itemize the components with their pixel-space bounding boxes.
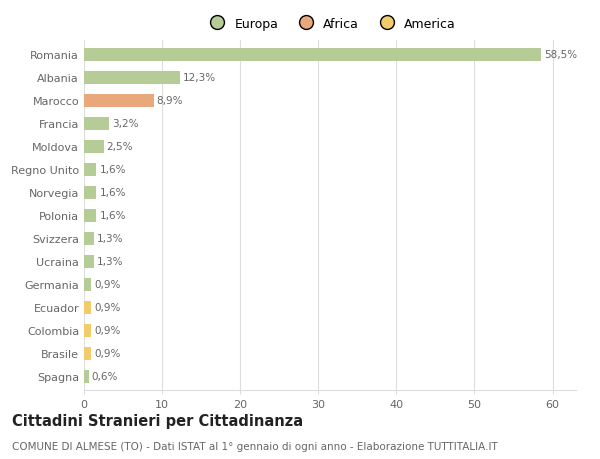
Text: 1,3%: 1,3% <box>97 257 124 267</box>
Text: 12,3%: 12,3% <box>183 73 217 83</box>
Bar <box>84 209 97 222</box>
Bar <box>84 278 91 291</box>
Bar <box>84 370 89 383</box>
Text: Cittadini Stranieri per Cittadinanza: Cittadini Stranieri per Cittadinanza <box>12 413 303 428</box>
Text: 2,5%: 2,5% <box>107 142 133 152</box>
Text: 8,9%: 8,9% <box>157 96 183 106</box>
Bar <box>84 255 94 268</box>
Text: 1,3%: 1,3% <box>97 234 124 244</box>
Bar <box>84 232 94 245</box>
Text: 1,6%: 1,6% <box>100 188 126 198</box>
Text: 58,5%: 58,5% <box>544 50 577 60</box>
Text: 0,9%: 0,9% <box>94 325 121 336</box>
Text: 0,9%: 0,9% <box>94 348 121 358</box>
Text: 0,9%: 0,9% <box>94 302 121 313</box>
Bar <box>84 301 91 314</box>
Bar <box>84 140 104 153</box>
Text: 0,6%: 0,6% <box>92 371 118 381</box>
Bar <box>84 72 180 84</box>
Legend: Europa, Africa, America: Europa, Africa, America <box>199 13 461 36</box>
Text: COMUNE DI ALMESE (TO) - Dati ISTAT al 1° gennaio di ogni anno - Elaborazione TUT: COMUNE DI ALMESE (TO) - Dati ISTAT al 1°… <box>12 441 498 451</box>
Text: 3,2%: 3,2% <box>112 119 139 129</box>
Bar <box>84 324 91 337</box>
Text: 1,6%: 1,6% <box>100 211 126 221</box>
Bar <box>84 163 97 176</box>
Bar <box>84 49 541 62</box>
Bar <box>84 118 109 130</box>
Bar <box>84 347 91 360</box>
Text: 1,6%: 1,6% <box>100 165 126 175</box>
Bar <box>84 95 154 107</box>
Text: 0,9%: 0,9% <box>94 280 121 290</box>
Bar <box>84 186 97 199</box>
